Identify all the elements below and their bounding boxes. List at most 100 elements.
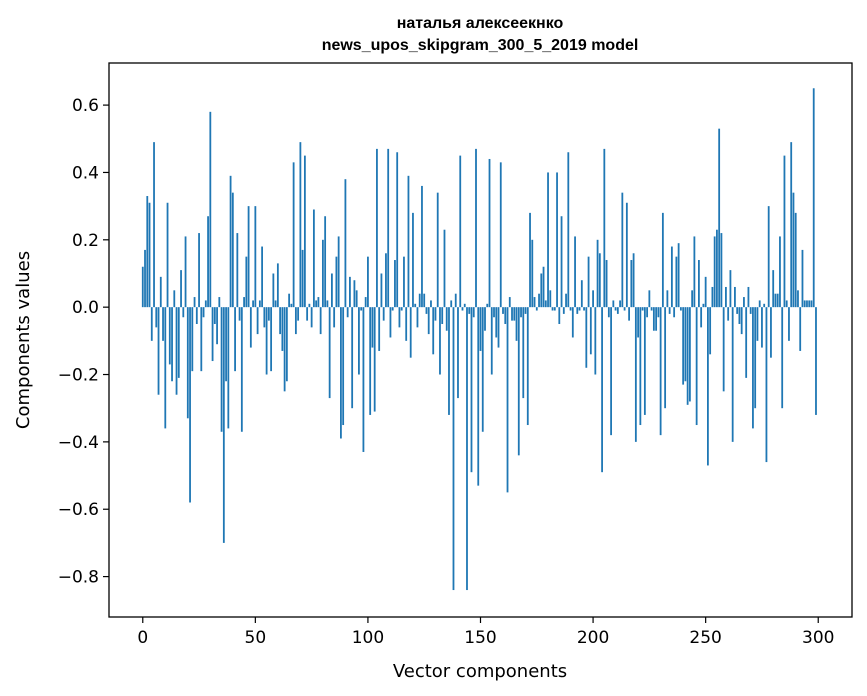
- bar-253: [711, 286, 714, 308]
- bar-185: [558, 307, 561, 324]
- bar-79: [319, 307, 322, 335]
- bar-45: [243, 297, 245, 308]
- bar-76: [312, 209, 315, 308]
- bar-133: [441, 307, 444, 324]
- bar-125: [423, 293, 426, 308]
- bar-280: [772, 270, 775, 308]
- bar-216: [628, 307, 630, 321]
- bar-209: [612, 300, 615, 308]
- bar-266: [740, 307, 743, 335]
- bar-148: [475, 148, 477, 308]
- bar-294: [803, 300, 806, 308]
- bar-82: [326, 300, 329, 308]
- bar-96: [358, 307, 360, 375]
- bar-50: [254, 206, 257, 308]
- bar-12: [168, 307, 171, 365]
- bar-291: [797, 290, 799, 308]
- bar-210: [614, 307, 617, 311]
- bar-288: [790, 142, 793, 308]
- bar-225: [648, 290, 651, 308]
- bar-285: [783, 155, 786, 308]
- bar-33: [216, 307, 218, 345]
- y-tick-label: 0.0: [72, 298, 99, 318]
- bar-193: [576, 307, 579, 314]
- bar-244: [691, 290, 694, 308]
- bar-199: [589, 307, 592, 355]
- bar-60: [276, 263, 279, 308]
- bar-122: [416, 307, 419, 328]
- bar-293: [801, 249, 804, 308]
- bar-275: [761, 307, 763, 348]
- bar-38: [227, 307, 230, 429]
- bar-167: [517, 307, 520, 456]
- bar-235: [670, 246, 673, 308]
- bar-296: [808, 300, 811, 308]
- bar-0: [141, 266, 144, 308]
- bar-66: [290, 303, 293, 308]
- bar-206: [605, 260, 608, 308]
- bar-217: [630, 260, 633, 308]
- bar-92: [349, 276, 351, 308]
- bar-55: [265, 307, 268, 375]
- bar-172: [529, 212, 531, 308]
- bar-267: [743, 297, 745, 308]
- bar-261: [729, 270, 732, 308]
- bar-177: [540, 273, 543, 308]
- bar-213: [621, 192, 624, 308]
- bar-289: [792, 192, 795, 308]
- bar-252: [709, 307, 712, 355]
- plot-area-frame: [108, 62, 853, 618]
- bar-124: [421, 185, 423, 308]
- bar-151: [481, 307, 484, 432]
- bar-114: [398, 307, 401, 328]
- bar-260: [727, 307, 730, 321]
- bar-95: [355, 290, 358, 308]
- bar-226: [650, 307, 653, 311]
- bar-234: [668, 307, 671, 314]
- bar-43: [238, 307, 241, 321]
- bar-299: [815, 307, 817, 415]
- bar-243: [688, 307, 691, 402]
- bar-238: [677, 243, 680, 308]
- bar-166: [515, 307, 518, 341]
- bar-11: [166, 202, 169, 308]
- bar-146: [470, 307, 473, 473]
- bar-64: [285, 307, 288, 382]
- bar-35: [220, 307, 223, 432]
- bar-27: [202, 307, 205, 318]
- bar-80: [321, 239, 324, 308]
- bar-53: [261, 246, 263, 308]
- bar-208: [610, 307, 612, 436]
- bar-130: [434, 307, 437, 321]
- bar-93: [351, 307, 354, 409]
- bar-194: [578, 307, 581, 311]
- bar-232: [664, 307, 667, 409]
- bar-105: [378, 307, 381, 351]
- bar-8: [159, 276, 162, 308]
- x-tick-label: 300: [802, 628, 834, 648]
- bar-118: [407, 175, 410, 308]
- bar-109: [387, 148, 390, 308]
- bar-153: [486, 303, 489, 308]
- bar-205: [603, 148, 606, 308]
- bar-242: [686, 307, 689, 405]
- bar-6: [155, 307, 158, 328]
- bar-51: [256, 307, 259, 335]
- bar-201: [594, 307, 597, 375]
- bar-103: [373, 307, 376, 412]
- bar-161: [504, 307, 507, 324]
- bar-137: [450, 300, 453, 308]
- bar-263: [734, 286, 736, 308]
- bar-110: [389, 307, 392, 338]
- y-axis-ticks: −0.8 −0.6 −0.4 −0.2 0.0 0.2 0.4 0.6: [58, 96, 109, 588]
- bar-219: [634, 307, 637, 442]
- bar-69: [297, 307, 300, 321]
- bar-85: [333, 307, 336, 328]
- bar-75: [310, 307, 313, 328]
- bar-113: [396, 152, 399, 308]
- bar-245: [693, 236, 696, 308]
- bar-116: [403, 256, 405, 308]
- bar-24: [195, 307, 198, 324]
- bar-189: [567, 152, 570, 308]
